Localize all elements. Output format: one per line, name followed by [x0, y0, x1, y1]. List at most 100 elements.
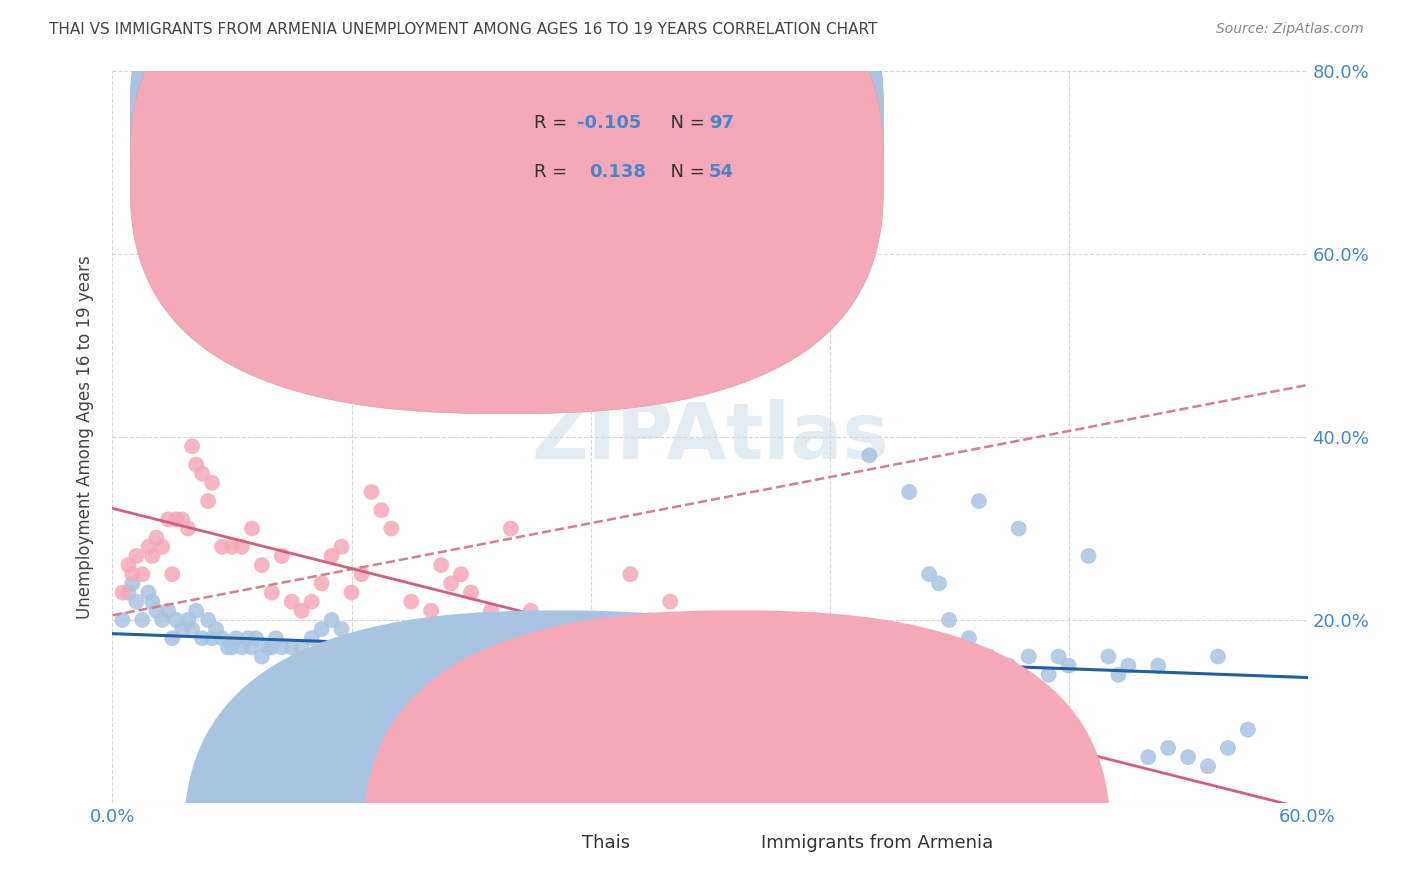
Point — [162, 632, 183, 646]
Point — [769, 640, 792, 655]
Point — [440, 576, 463, 591]
Text: ZIPAtlas: ZIPAtlas — [531, 399, 889, 475]
Point — [157, 512, 180, 526]
Point — [172, 512, 194, 526]
Point — [479, 649, 502, 664]
Point — [350, 632, 373, 646]
Point — [257, 640, 280, 655]
FancyBboxPatch shape — [184, 610, 931, 892]
Point — [450, 567, 472, 582]
Point — [460, 585, 482, 599]
FancyBboxPatch shape — [364, 610, 1111, 892]
Point — [579, 695, 602, 709]
Point — [479, 604, 502, 618]
Point — [201, 475, 224, 490]
Point — [321, 549, 343, 563]
Point — [221, 540, 243, 554]
Point — [221, 640, 243, 655]
Point — [150, 613, 173, 627]
Point — [270, 549, 292, 563]
Point — [579, 658, 602, 673]
Point — [330, 622, 353, 636]
Point — [145, 531, 167, 545]
Point — [330, 540, 353, 554]
Point — [858, 448, 880, 462]
Point — [141, 549, 163, 563]
Point — [738, 658, 761, 673]
Point — [157, 604, 180, 618]
Point — [759, 640, 782, 655]
Point — [540, 640, 562, 655]
Point — [165, 512, 187, 526]
Point — [131, 613, 153, 627]
Point — [560, 686, 582, 700]
Point — [599, 649, 621, 664]
Point — [1097, 649, 1119, 664]
Point — [340, 585, 363, 599]
Point — [1107, 667, 1129, 681]
Text: R =: R = — [534, 113, 574, 131]
Point — [520, 640, 543, 655]
Point — [111, 585, 134, 599]
Point — [560, 632, 582, 646]
Text: 0.138: 0.138 — [589, 163, 647, 181]
Point — [236, 632, 259, 646]
Point — [938, 613, 960, 627]
Point — [918, 567, 941, 582]
Text: R =: R = — [534, 163, 574, 181]
Point — [125, 549, 148, 563]
Point — [1008, 521, 1031, 535]
Point — [250, 558, 273, 573]
Point — [799, 649, 821, 664]
Point — [360, 485, 382, 500]
Point — [1206, 649, 1229, 664]
Point — [177, 521, 200, 535]
Point — [957, 632, 980, 646]
Point — [998, 658, 1021, 673]
Point — [291, 640, 314, 655]
Point — [499, 632, 522, 646]
Point — [967, 494, 990, 508]
Point — [131, 567, 153, 582]
Point — [111, 613, 134, 627]
Point — [201, 632, 224, 646]
Point — [640, 640, 662, 655]
Point — [191, 467, 214, 481]
Point — [977, 649, 1000, 664]
Point — [186, 458, 208, 472]
Point — [430, 558, 453, 573]
Point — [260, 640, 283, 655]
Point — [520, 604, 543, 618]
FancyBboxPatch shape — [131, 0, 883, 414]
Point — [1216, 740, 1239, 755]
Point — [197, 613, 219, 627]
Point — [380, 521, 402, 535]
Point — [659, 759, 682, 773]
Point — [360, 640, 382, 655]
Point — [264, 632, 287, 646]
Point — [420, 649, 443, 664]
Point — [141, 594, 163, 608]
Point — [401, 594, 423, 608]
Point — [197, 494, 219, 508]
Point — [699, 640, 721, 655]
Point — [121, 567, 143, 582]
Point — [889, 649, 911, 664]
Point — [370, 649, 392, 664]
Point — [121, 576, 143, 591]
Point — [250, 649, 273, 664]
Text: N =: N = — [658, 113, 710, 131]
Point — [619, 567, 641, 582]
Point — [689, 649, 711, 664]
Point — [245, 632, 267, 646]
Text: 54: 54 — [709, 163, 734, 181]
Point — [1057, 658, 1080, 673]
Point — [1038, 667, 1060, 681]
Point — [1118, 658, 1140, 673]
Point — [177, 613, 200, 627]
Point — [191, 632, 214, 646]
Point — [1197, 759, 1219, 773]
Text: Source: ZipAtlas.com: Source: ZipAtlas.com — [1216, 22, 1364, 37]
FancyBboxPatch shape — [131, 0, 883, 364]
Point — [301, 594, 323, 608]
